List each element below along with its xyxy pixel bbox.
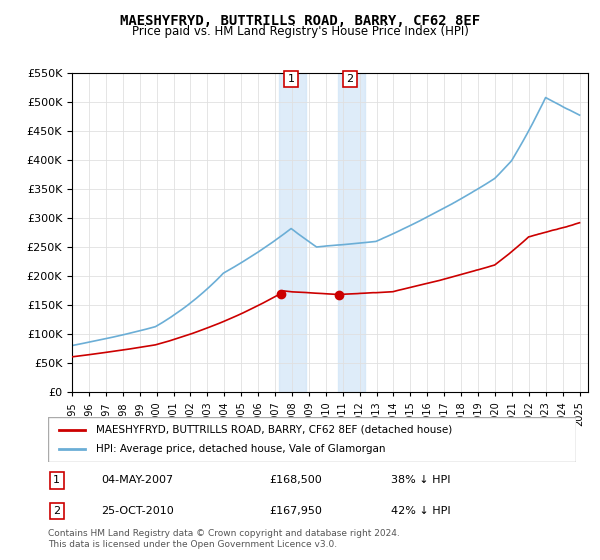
Text: 2: 2 — [53, 506, 61, 516]
Bar — [279, 73, 307, 392]
Text: £167,950: £167,950 — [270, 506, 323, 516]
Text: 1: 1 — [53, 475, 60, 485]
Bar — [338, 73, 365, 392]
Text: 25-OCT-2010: 25-OCT-2010 — [101, 506, 173, 516]
Text: 1: 1 — [287, 74, 295, 84]
Text: £168,500: £168,500 — [270, 475, 323, 485]
Text: 38% ↓ HPI: 38% ↓ HPI — [391, 475, 451, 485]
Text: Price paid vs. HM Land Registry's House Price Index (HPI): Price paid vs. HM Land Registry's House … — [131, 25, 469, 38]
Text: 04-MAY-2007: 04-MAY-2007 — [101, 475, 173, 485]
Text: MAESHYFRYD, BUTTRILLS ROAD, BARRY, CF62 8EF: MAESHYFRYD, BUTTRILLS ROAD, BARRY, CF62 … — [120, 14, 480, 28]
Text: 42% ↓ HPI: 42% ↓ HPI — [391, 506, 451, 516]
Text: HPI: Average price, detached house, Vale of Glamorgan: HPI: Average price, detached house, Vale… — [95, 445, 385, 455]
Text: 2: 2 — [346, 74, 353, 84]
Text: MAESHYFRYD, BUTTRILLS ROAD, BARRY, CF62 8EF (detached house): MAESHYFRYD, BUTTRILLS ROAD, BARRY, CF62 … — [95, 424, 452, 435]
Text: Contains HM Land Registry data © Crown copyright and database right 2024.
This d: Contains HM Land Registry data © Crown c… — [48, 529, 400, 549]
FancyBboxPatch shape — [48, 417, 576, 462]
